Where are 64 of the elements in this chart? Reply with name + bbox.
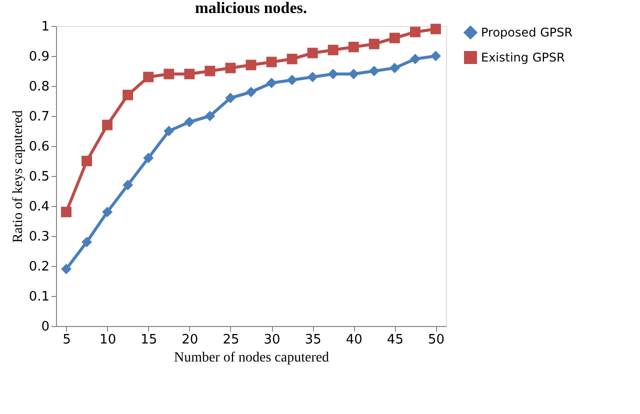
point — [430, 50, 441, 62]
point — [122, 90, 134, 100]
point — [61, 206, 72, 218]
y-tick-label: 0.4 — [28, 200, 50, 214]
point — [143, 152, 154, 164]
point — [307, 72, 318, 82]
point — [164, 126, 174, 136]
point — [204, 110, 216, 122]
chart-title: malicious nodes. — [194, 0, 308, 17]
legend-label: Proposed GPSR — [481, 26, 573, 40]
point — [246, 86, 256, 98]
x-tick-label: 20 — [182, 332, 198, 348]
point — [266, 56, 277, 68]
point — [286, 74, 298, 86]
x-tick-label: 30 — [264, 332, 280, 348]
x-tick-label: 15 — [140, 332, 158, 348]
point — [266, 78, 277, 88]
point — [184, 68, 195, 80]
point — [102, 120, 113, 130]
point — [389, 32, 400, 44]
point — [348, 42, 359, 52]
point — [184, 116, 195, 128]
point — [122, 180, 134, 190]
point — [82, 156, 92, 166]
point — [328, 44, 338, 56]
x-tick-label: 5 — [62, 332, 71, 348]
point — [286, 54, 298, 64]
x-tick-label: 50 — [428, 332, 445, 348]
point — [246, 60, 256, 70]
point — [430, 24, 441, 34]
point — [410, 54, 420, 64]
y-tick-label: 0.1 — [28, 290, 50, 304]
x-tick-label: 10 — [100, 332, 116, 348]
y-tick-label: 0.3 — [28, 230, 50, 244]
point — [328, 68, 338, 80]
point — [164, 68, 174, 80]
point — [368, 66, 380, 76]
point — [410, 26, 420, 38]
y-tick-label: 0.5 — [28, 170, 50, 184]
point — [225, 92, 236, 104]
y-axis-title: Ratio of keys caputered — [10, 110, 26, 243]
x-tick-label: 35 — [304, 332, 322, 348]
point — [225, 62, 236, 74]
y-tick-label: 1 — [41, 20, 50, 34]
point — [61, 264, 72, 274]
y-tick-label: 0.9 — [28, 50, 50, 64]
point — [307, 48, 318, 58]
point — [389, 62, 400, 74]
point — [143, 72, 154, 82]
point — [348, 68, 359, 80]
x-tick-label: 25 — [222, 332, 240, 348]
legend-label: Existing GPSR — [481, 50, 565, 64]
x-tick-label: 40 — [346, 332, 362, 348]
y-tick-label: 0.8 — [28, 80, 50, 94]
x-axis-title: Number of nodes caputered — [174, 350, 330, 366]
point — [204, 66, 216, 76]
point — [368, 38, 380, 50]
y-tick-label: 0.7 — [28, 110, 50, 124]
point — [82, 236, 92, 248]
y-tick-label: 0.2 — [28, 260, 50, 274]
x-tick-label: 45 — [386, 332, 404, 348]
point — [102, 206, 113, 218]
y-tick-label: 0 — [41, 320, 50, 334]
y-tick-label: 0.6 — [28, 140, 50, 154]
